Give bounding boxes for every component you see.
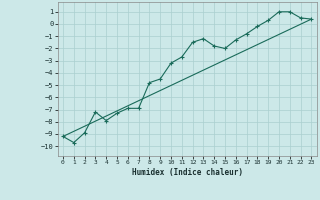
X-axis label: Humidex (Indice chaleur): Humidex (Indice chaleur) — [132, 168, 243, 177]
